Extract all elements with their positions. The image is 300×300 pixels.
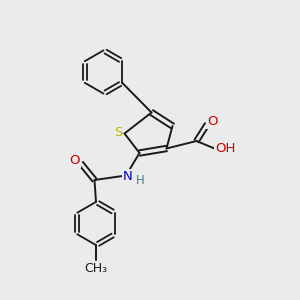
Text: N: N	[123, 169, 132, 183]
Text: O: O	[70, 154, 80, 167]
Text: OH: OH	[215, 142, 235, 155]
Text: CH₃: CH₃	[84, 262, 108, 275]
Text: O: O	[207, 115, 218, 128]
Text: H: H	[136, 173, 145, 187]
Text: S: S	[114, 125, 122, 139]
